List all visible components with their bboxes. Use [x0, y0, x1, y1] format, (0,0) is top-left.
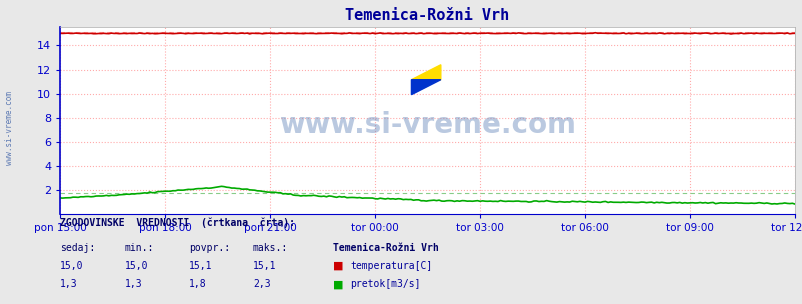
Text: www.si-vreme.com: www.si-vreme.com: [5, 91, 14, 165]
Text: pretok[m3/s]: pretok[m3/s]: [350, 279, 420, 289]
Text: 15,1: 15,1: [253, 261, 276, 271]
Text: Temenica-Rožni Vrh: Temenica-Rožni Vrh: [333, 243, 439, 253]
Text: ZGODOVINSKE  VREDNOSTI  (črtkana  črta):: ZGODOVINSKE VREDNOSTI (črtkana črta):: [60, 218, 295, 229]
Text: ■: ■: [333, 279, 343, 289]
Text: 1,3: 1,3: [60, 279, 78, 289]
Polygon shape: [411, 65, 440, 80]
Text: 15,0: 15,0: [60, 261, 83, 271]
Polygon shape: [411, 80, 440, 95]
Title: Temenica-Rožni Vrh: Temenica-Rožni Vrh: [345, 9, 509, 23]
Text: temperatura[C]: temperatura[C]: [350, 261, 431, 271]
Text: sedaj:: sedaj:: [60, 243, 95, 253]
Text: maks.:: maks.:: [253, 243, 288, 253]
Text: www.si-vreme.com: www.si-vreme.com: [279, 111, 575, 139]
Text: povpr.:: povpr.:: [188, 243, 229, 253]
Text: 15,1: 15,1: [188, 261, 212, 271]
Text: 2,3: 2,3: [253, 279, 270, 289]
Text: min.:: min.:: [124, 243, 154, 253]
Text: ■: ■: [333, 261, 343, 271]
Text: 1,8: 1,8: [188, 279, 206, 289]
Text: 15,0: 15,0: [124, 261, 148, 271]
Text: 1,3: 1,3: [124, 279, 142, 289]
